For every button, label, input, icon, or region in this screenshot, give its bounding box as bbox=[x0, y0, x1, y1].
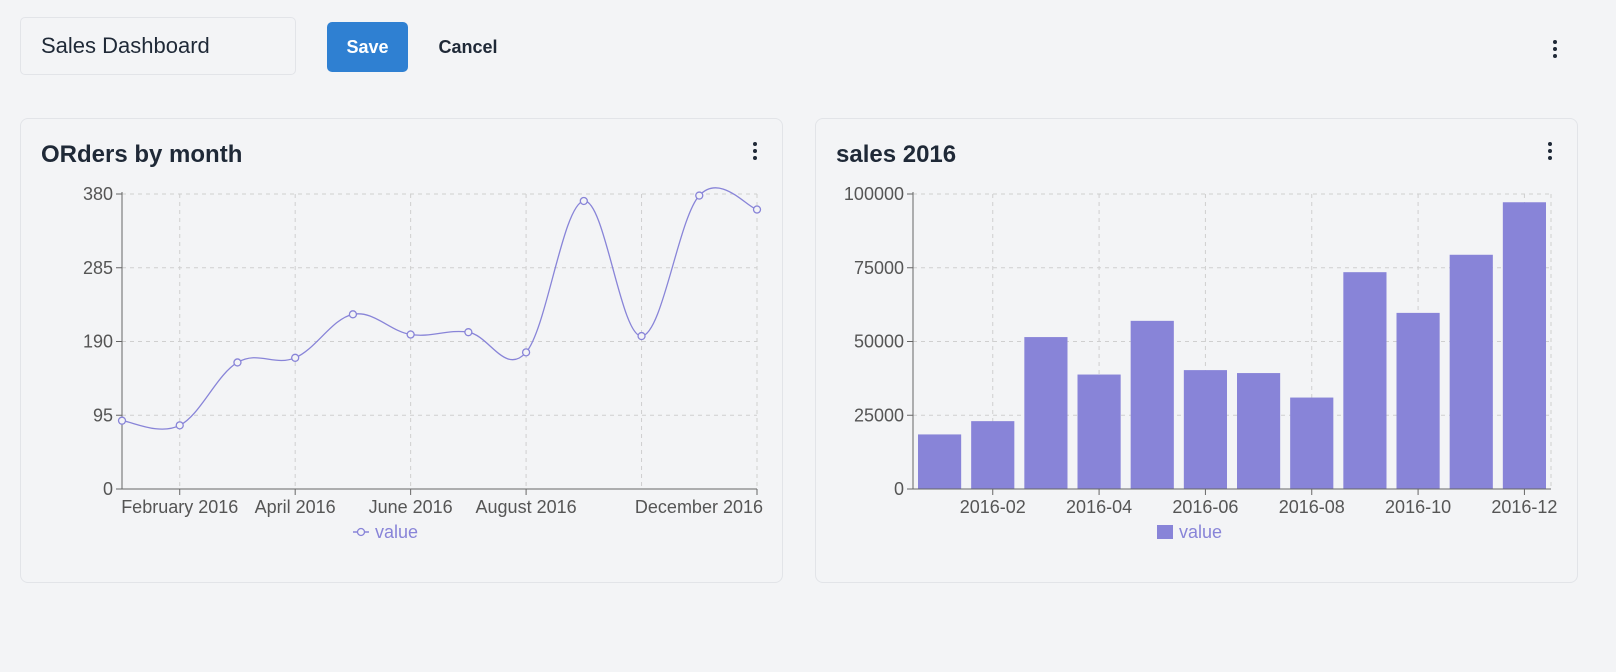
legend-label: value bbox=[375, 522, 418, 542]
bar bbox=[1183, 370, 1227, 489]
x-tick-label: August 2016 bbox=[476, 497, 577, 517]
y-tick-label: 50000 bbox=[854, 332, 904, 352]
y-tick-label: 100000 bbox=[844, 184, 904, 204]
orders-line-chart: 0 95 190 285 380 February 2016 April 2016 June … bbox=[83, 184, 763, 542]
data-point bbox=[637, 331, 646, 341]
data-point bbox=[117, 416, 127, 425]
data-point bbox=[521, 348, 531, 357]
x-tick-label: June 2016 bbox=[369, 497, 453, 517]
data-point bbox=[406, 330, 415, 339]
x-tick-label: 2016-02 bbox=[960, 497, 1026, 517]
bar bbox=[971, 421, 1015, 489]
x-tick-label: 2016-06 bbox=[1172, 497, 1238, 517]
orders-by-month-card: ORders by month 0 95 190 285 380 February 201… bbox=[20, 118, 783, 583]
y-tick-label: 75000 bbox=[854, 258, 904, 278]
x-tick-label: 2016-04 bbox=[1066, 497, 1132, 517]
x-tick-label: February 2016 bbox=[121, 497, 238, 517]
y-tick-label: 285 bbox=[83, 258, 113, 278]
data-point bbox=[464, 328, 473, 337]
x-tick-label: 2016-10 bbox=[1385, 497, 1451, 517]
data-point bbox=[175, 421, 184, 430]
bar bbox=[1343, 272, 1387, 489]
card-menu-icon[interactable] bbox=[1540, 139, 1560, 163]
chart-title: ORders by month bbox=[41, 141, 243, 168]
save-button[interactable]: Save bbox=[327, 22, 408, 72]
series-line bbox=[121, 187, 758, 430]
legend-icon bbox=[1157, 525, 1173, 539]
bar bbox=[1237, 373, 1281, 489]
y-tick-label: 190 bbox=[83, 332, 113, 352]
dashboard-menu-icon[interactable] bbox=[1545, 37, 1565, 61]
y-tick-label: 0 bbox=[894, 479, 904, 499]
x-tick-label: 2016-12 bbox=[1491, 497, 1557, 517]
sales-2016-card: sales 2016 0 25000 50000 75000 100000 2016-02… bbox=[815, 118, 1578, 583]
bar bbox=[1290, 397, 1334, 489]
dashboard-title-input[interactable] bbox=[20, 17, 296, 75]
data-point bbox=[348, 310, 358, 319]
bar bbox=[1502, 202, 1546, 489]
bar bbox=[1449, 254, 1493, 489]
data-point bbox=[579, 196, 588, 206]
card-menu-icon[interactable] bbox=[745, 139, 765, 163]
bar bbox=[1077, 374, 1121, 489]
y-tick-label: 95 bbox=[93, 405, 113, 425]
x-tick-label: December 2016 bbox=[635, 497, 763, 517]
y-tick-label: 25000 bbox=[854, 405, 904, 425]
y-tick-label: 0 bbox=[103, 479, 113, 499]
legend-label: value bbox=[1179, 522, 1222, 542]
bar bbox=[1024, 337, 1068, 489]
data-point bbox=[233, 358, 242, 367]
data-point bbox=[695, 191, 704, 200]
x-tick-label: April 2016 bbox=[255, 497, 336, 517]
sales-bar-chart: 0 25000 50000 75000 100000 2016-02 2016-04 2016… bbox=[844, 184, 1558, 542]
bar bbox=[1396, 312, 1440, 489]
chart-title: sales 2016 bbox=[836, 141, 957, 168]
cancel-button[interactable]: Cancel bbox=[430, 22, 506, 72]
x-tick-label: 2016-08 bbox=[1279, 497, 1345, 517]
bar bbox=[918, 434, 962, 489]
legend-icon bbox=[356, 527, 366, 537]
data-point bbox=[752, 205, 762, 214]
y-tick-label: 380 bbox=[83, 184, 113, 204]
bar bbox=[1130, 320, 1174, 489]
data-point bbox=[291, 353, 300, 362]
